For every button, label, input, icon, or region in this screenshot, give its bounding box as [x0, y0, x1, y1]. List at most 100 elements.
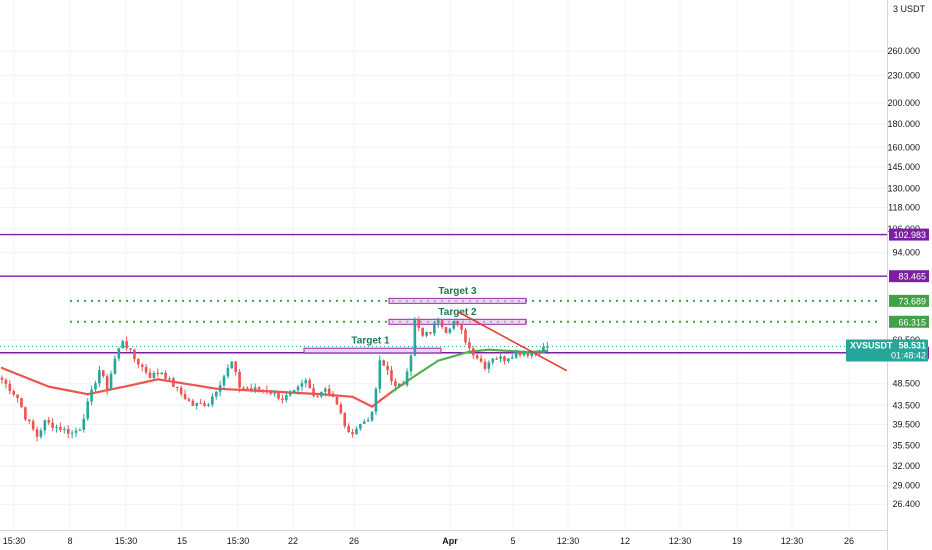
candle-body [323, 388, 327, 392]
ma-segment [351, 395, 374, 408]
x-tick-label: Apr [442, 536, 458, 546]
candle-body [144, 366, 148, 373]
candle-body [242, 387, 245, 389]
candle-body [510, 357, 514, 359]
candle-body [129, 348, 132, 350]
candle-body [47, 420, 51, 423]
level-tag-label: 66.315 [898, 317, 926, 327]
level-tag-bg [889, 294, 929, 307]
candle-body [238, 371, 241, 388]
level-tag-label: 73.689 [898, 296, 926, 306]
candle-body [78, 429, 82, 431]
candle-body [456, 320, 460, 325]
candle-body [343, 413, 347, 427]
last-price-tag-bg [846, 339, 928, 362]
candle-body [440, 320, 444, 328]
candle-body [203, 403, 206, 406]
ma-segment [409, 359, 440, 380]
last-price-countdown: 01:48:42 [891, 350, 926, 360]
candle-body [366, 420, 370, 422]
y-tick-label: 94.000 [892, 248, 920, 258]
candle-body [495, 358, 498, 360]
candle-body [273, 392, 276, 394]
candle-body [413, 319, 417, 356]
candle-body [261, 389, 265, 391]
candle-body [8, 383, 12, 391]
candle-body [12, 390, 15, 395]
plot-area[interactable] [0, 0, 887, 530]
candle-body [133, 349, 136, 360]
candle-body [320, 391, 323, 397]
last-price-value: 58.531 [898, 340, 926, 350]
candle-body [448, 328, 452, 333]
candle-body [211, 396, 214, 405]
target-label: Target 3 [438, 286, 477, 297]
candle-body [296, 386, 300, 391]
candle-body [526, 353, 530, 356]
candle-body [370, 411, 374, 421]
candle-body [429, 332, 432, 334]
last-price-symbol: XVSUSDT [850, 340, 893, 350]
y-tick-label: 200.000 [887, 98, 920, 108]
candle-body [277, 392, 280, 399]
x-tick-label: 26 [844, 536, 854, 546]
trendline-segment [457, 310, 568, 372]
candle-body [175, 386, 179, 388]
level-tag-bg [889, 228, 929, 241]
ma-segment [215, 387, 276, 393]
level-tag-bg [889, 315, 929, 328]
candle-body [16, 394, 19, 399]
x-tick-label: 12:30 [669, 536, 692, 546]
candle-body [312, 388, 315, 397]
candle-body [359, 423, 362, 429]
candle-body [281, 398, 284, 400]
candle-body [152, 372, 156, 378]
ma-segment [437, 350, 471, 362]
candle-body [288, 392, 292, 396]
candle-body [234, 361, 237, 372]
x-tick-label: 26 [349, 536, 359, 546]
candle-body [401, 383, 405, 386]
candle-body [542, 346, 545, 353]
horizontal-levels [0, 233, 887, 354]
y-tick-label: 43.500 [892, 400, 920, 410]
candle-body [156, 372, 160, 375]
candle-body [4, 379, 8, 384]
candle-body [468, 342, 471, 349]
x-tick-label: 12:30 [557, 536, 580, 546]
candle-body [362, 421, 366, 424]
candle-body [503, 356, 506, 361]
candle-body [464, 329, 467, 343]
candle-body [214, 391, 218, 397]
candle-body [63, 428, 66, 431]
candles [0, 316, 549, 442]
level-tag-bg [889, 270, 929, 283]
candle-body [74, 430, 78, 433]
candle-body [405, 371, 409, 386]
candle-body [105, 376, 109, 390]
candle-body [195, 403, 199, 406]
candle-body [460, 324, 463, 330]
ma-segment [0, 366, 50, 388]
candle-body [538, 351, 541, 353]
candle-body [55, 426, 58, 428]
ma-segment [117, 378, 159, 389]
candle-body [546, 346, 549, 348]
candle-body [86, 401, 89, 419]
candle-body [534, 351, 537, 353]
candle-body [522, 353, 526, 356]
y-tick-label: 130.000 [887, 183, 920, 193]
candle-body [187, 399, 191, 401]
scale-unit-label[interactable]: 3 USDT [893, 4, 926, 14]
candle-body [417, 319, 421, 328]
y-tick-label: 180.000 [887, 119, 920, 129]
candle-body [269, 391, 273, 394]
candle-body [397, 383, 401, 387]
x-tick-label: 15 [177, 536, 187, 546]
trendline [457, 310, 568, 372]
x-tick-label: 15:30 [227, 536, 250, 546]
candle-body [433, 323, 436, 334]
